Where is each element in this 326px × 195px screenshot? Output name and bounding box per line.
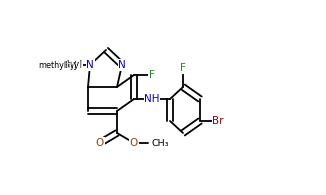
Text: NH: NH (144, 94, 160, 104)
Text: methyl: methyl (38, 60, 66, 69)
Text: F: F (149, 70, 155, 80)
Text: O: O (130, 138, 138, 148)
Text: F: F (180, 63, 186, 73)
Text: methyl: methyl (51, 60, 77, 69)
Text: methyl: methyl (53, 60, 83, 69)
Text: N: N (118, 60, 126, 70)
Text: N: N (86, 60, 94, 70)
Text: Br: Br (212, 116, 224, 126)
Text: N: N (86, 60, 94, 70)
Text: methyl: methyl (46, 60, 82, 70)
Text: CH₃: CH₃ (152, 138, 170, 147)
Text: O: O (96, 138, 104, 148)
